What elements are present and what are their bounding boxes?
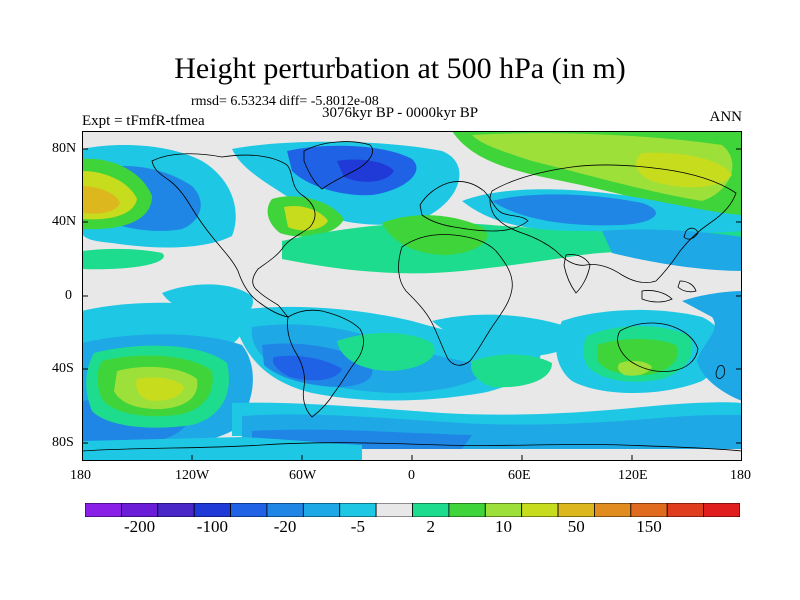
colorbar-swatch [230, 503, 268, 517]
colorbar-label: -200 [124, 517, 156, 536]
colorbar-swatch [266, 503, 304, 517]
lon-tick-60e: 60E [508, 468, 531, 483]
colorbar-swatch [157, 503, 195, 517]
field-aus-green2 [597, 339, 678, 376]
lon-tick-120w: 120W [175, 468, 210, 483]
colorbar-label: 10 [495, 517, 512, 536]
field-ant-cyan [82, 437, 362, 461]
colorbar-swatch [521, 503, 559, 517]
experiment-label: Expt = tFmfR-tfmea [82, 113, 205, 129]
field-satl-deep [272, 355, 342, 381]
field-eus-yellow [284, 205, 328, 231]
field-arctic-yellow2 [636, 152, 732, 188]
field-aus-yellow [617, 360, 652, 376]
season-label: ANN [709, 109, 743, 125]
lon-tick-180w: 180 [70, 468, 91, 483]
lat-tick-80n: 80N [52, 141, 77, 156]
field-spac-yellow2 [136, 377, 184, 401]
colorbar-swatch [85, 503, 122, 517]
lon-tick-120e: 120E [618, 468, 648, 483]
lat-tick-40s: 40S [52, 361, 74, 376]
lon-tick-60w: 60W [289, 468, 317, 483]
colorbar-label: -5 [350, 517, 365, 536]
lon-tick-180e: 180 [730, 468, 751, 483]
colorbar-label: 2 [426, 517, 435, 536]
colorbar-swatch [448, 503, 486, 517]
field-casia-blue [492, 194, 656, 226]
colorbar-swatch [193, 503, 231, 517]
map-frame [82, 131, 742, 461]
field-wpac-orange [82, 186, 120, 214]
colorbar-label: -100 [196, 517, 228, 536]
stats-text: rmsd= 6.53234 diff= -5.8012e-08 [191, 94, 379, 109]
field-trop-green [82, 248, 164, 270]
map-title: Height perturbation at 500 hPa (in m) [174, 52, 626, 85]
colorbar [85, 503, 740, 517]
lat-tick-40n: 40N [52, 214, 77, 229]
colorbar-swatch [666, 503, 705, 517]
field-nz-blue [682, 291, 742, 401]
colorbar-label: -20 [273, 517, 297, 536]
colorbar-swatch [412, 503, 450, 517]
colorbar-swatch [557, 503, 595, 517]
map-panel [82, 131, 742, 461]
colorbar-label: 50 [567, 517, 585, 536]
coastlines [82, 141, 742, 452]
contour-fields [82, 131, 742, 461]
field-tsp-cyan2 [162, 284, 253, 318]
field-natl-deep [337, 159, 394, 182]
colorbar-swatch [302, 503, 341, 517]
field-safr-green2 [470, 354, 552, 388]
lat-tick-80s: 80S [52, 435, 74, 450]
colorbar-swatch [594, 503, 632, 517]
field-easia-blue [602, 229, 742, 271]
colorbar-swatch [339, 503, 377, 517]
colorbar-label: 150 [636, 517, 662, 536]
field-safr-green [337, 332, 435, 371]
colorbar-swatch [484, 503, 523, 517]
colorbar-swatch [630, 503, 668, 517]
colorbar-swatch [703, 503, 740, 517]
colorbar-swatch [375, 503, 413, 517]
field-sind-cyan [432, 314, 573, 356]
colorbar-swatch [120, 503, 159, 517]
period-label: 3076kyr BP - 0000kyr BP [322, 105, 479, 121]
lon-tick-0: 0 [408, 468, 415, 483]
lat-tick-0: 0 [65, 288, 72, 303]
